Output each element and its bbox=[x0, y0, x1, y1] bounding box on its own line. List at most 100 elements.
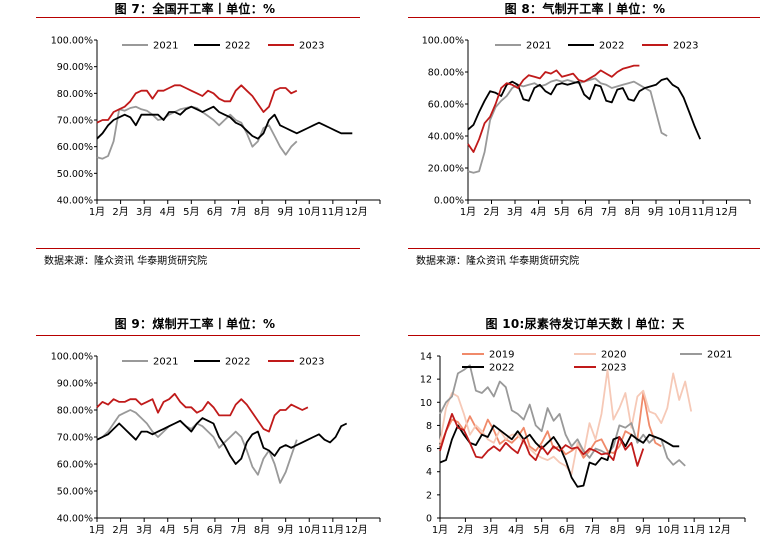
x-tick-label: 12月 bbox=[708, 524, 731, 536]
x-tick-label: 6月 bbox=[207, 206, 223, 218]
series-line-2021 bbox=[467, 77, 668, 174]
legend-label-2023: 2023 bbox=[299, 357, 324, 368]
x-tick-label: 5月 bbox=[183, 206, 199, 218]
x-tick-label: 3月 bbox=[507, 206, 523, 218]
legend-label-2021: 2021 bbox=[153, 357, 178, 368]
series-line-2023 bbox=[467, 64, 640, 153]
x-tick-label: 4月 bbox=[160, 524, 176, 536]
title-rule bbox=[36, 335, 360, 336]
series-line-2023 bbox=[96, 84, 298, 124]
x-tick-label: 10月 bbox=[668, 206, 691, 218]
y-tick-label: 90.00% bbox=[57, 62, 93, 73]
y-tick-label: 80.00% bbox=[57, 406, 93, 417]
x-tick-label: 1月 bbox=[460, 206, 476, 218]
series-line-2022 bbox=[439, 424, 680, 488]
y-tick-label: 50.00% bbox=[57, 487, 93, 498]
x-tick-label: 6月 bbox=[559, 524, 575, 536]
legend-label-2021: 2021 bbox=[526, 41, 551, 52]
legend-label-2022: 2022 bbox=[489, 363, 514, 374]
series-line-2022 bbox=[467, 77, 702, 140]
x-tick-label: 1月 bbox=[432, 524, 448, 536]
x-tick-label: 1月 bbox=[89, 524, 105, 536]
y-tick-label: 12 bbox=[420, 375, 432, 386]
x-tick-label: 5月 bbox=[533, 524, 549, 536]
footer-rule bbox=[36, 248, 360, 249]
x-tick-label: 4月 bbox=[160, 206, 176, 218]
x-tick-label: 3月 bbox=[483, 524, 499, 536]
y-tick-label: 100.00% bbox=[51, 352, 93, 363]
source-note: 数据来源：隆众资讯 华泰期货研究院 bbox=[44, 256, 208, 267]
series-line-2023 bbox=[96, 392, 309, 433]
y-tick-label: 20.00% bbox=[428, 164, 464, 175]
x-tick-label: 9月 bbox=[635, 524, 651, 536]
x-tick-label: 12月 bbox=[715, 206, 738, 218]
legend-label-2019: 2019 bbox=[489, 350, 514, 361]
chart-panel-urea-pending-order-days: 图 10:尿素待发订单天数丨单位：天 0 2 4 6 8 10 12 14 1月 2月 3月 4月 5月… bbox=[390, 312, 780, 544]
series-line-2021 bbox=[439, 364, 686, 467]
chart-svg: 0.00% 20.00% 40.00% 60.00% 80.00% 100.00% 1月 2月… bbox=[422, 36, 751, 218]
series-line-2020 bbox=[439, 369, 693, 475]
x-tick-label: 2月 bbox=[112, 206, 128, 218]
y-tick-label: 40.00% bbox=[57, 514, 93, 525]
x-tick-label: 6月 bbox=[577, 206, 593, 218]
x-tick-label: 8月 bbox=[610, 524, 626, 536]
x-tick-label: 7月 bbox=[230, 524, 246, 536]
y-tick-label: 40.00% bbox=[57, 196, 93, 207]
x-tick-label: 7月 bbox=[230, 206, 246, 218]
x-tick-label: 1月 bbox=[89, 206, 105, 218]
y-tick-label: 90.00% bbox=[57, 379, 93, 390]
y-tick-label: 14 bbox=[420, 352, 432, 363]
y-tick-label: 60.00% bbox=[57, 142, 93, 153]
x-tick-label: 4月 bbox=[530, 206, 546, 218]
source-note: 数据来源：隆众资讯 华泰期货研究院 bbox=[416, 256, 580, 267]
y-tick-label: 10 bbox=[420, 398, 432, 409]
y-tick-label: 60.00% bbox=[57, 460, 93, 471]
x-tick-label: 5月 bbox=[554, 206, 570, 218]
chart-panel-national-operating-rate: 图 7：全国开工率丨单位：% 40.00% 50.00% 60.00% 70.00% 8… bbox=[0, 0, 390, 272]
x-tick-label: 7月 bbox=[584, 524, 600, 536]
chart-title: 图 10:尿素待发订单天数丨单位：天 bbox=[485, 317, 685, 331]
x-tick-label: 10月 bbox=[298, 206, 321, 218]
x-tick-label: 3月 bbox=[136, 206, 152, 218]
chart-svg: 40.00% 50.00% 60.00% 70.00% 80.00% 90.00% 100.… bbox=[51, 352, 381, 536]
chart-panel-gas-operating-rate: 图 8：气制开工率丨单位：% 0.00% 20.00% 40.00% 60.00% 80… bbox=[390, 0, 780, 272]
x-tick-label: 6月 bbox=[207, 524, 223, 536]
x-tick-label: 9月 bbox=[277, 524, 293, 536]
series-line-2021 bbox=[96, 105, 298, 160]
legend-label-2023: 2023 bbox=[601, 363, 626, 374]
y-tick-label: 60.00% bbox=[428, 100, 464, 111]
y-tick-label: 70.00% bbox=[57, 116, 93, 127]
y-tick-label: 100.00% bbox=[422, 36, 464, 47]
y-tick-label: 70.00% bbox=[57, 433, 93, 444]
legend-label-2021: 2021 bbox=[707, 350, 732, 361]
y-tick-label: 6 bbox=[426, 444, 432, 455]
series-line-2022 bbox=[96, 105, 353, 140]
x-tick-label: 2月 bbox=[112, 524, 128, 536]
legend-label-2022: 2022 bbox=[599, 41, 624, 52]
chart-title: 图 7：全国开工率丨单位：% bbox=[114, 2, 276, 16]
y-tick-label: 40.00% bbox=[428, 132, 464, 143]
legend-label-2021: 2021 bbox=[153, 41, 178, 52]
x-tick-label: 10月 bbox=[657, 524, 680, 536]
footer-rule bbox=[408, 248, 760, 249]
legend-label-2023: 2023 bbox=[673, 41, 698, 52]
series-line-2022 bbox=[96, 417, 348, 465]
legend-label-2023: 2023 bbox=[299, 41, 324, 52]
x-tick-label: 4月 bbox=[508, 524, 524, 536]
chart-svg: 40.00% 50.00% 60.00% 70.00% 80.00% 90.00% 100.… bbox=[51, 36, 381, 218]
x-tick-label: 9月 bbox=[277, 206, 293, 218]
series-line-2021 bbox=[96, 409, 298, 484]
x-tick-label: 7月 bbox=[601, 206, 617, 218]
y-tick-label: 0 bbox=[426, 514, 432, 525]
x-tick-label: 8月 bbox=[254, 206, 270, 218]
title-rule bbox=[408, 17, 760, 18]
x-tick-label: 11月 bbox=[321, 206, 344, 218]
y-tick-label: 0.00% bbox=[434, 196, 464, 207]
x-tick-label: 12月 bbox=[345, 206, 368, 218]
series-line-2023 bbox=[439, 413, 645, 467]
chart-svg: 0 2 4 6 8 10 12 14 1月 2月 3月 4月 5月 6月 7月 8月 9月 10月 11月 12月 20… bbox=[420, 350, 746, 536]
x-tick-label: 11月 bbox=[321, 524, 344, 536]
x-tick-label: 3月 bbox=[136, 524, 152, 536]
title-rule bbox=[408, 335, 760, 336]
y-tick-label: 4 bbox=[426, 467, 432, 478]
